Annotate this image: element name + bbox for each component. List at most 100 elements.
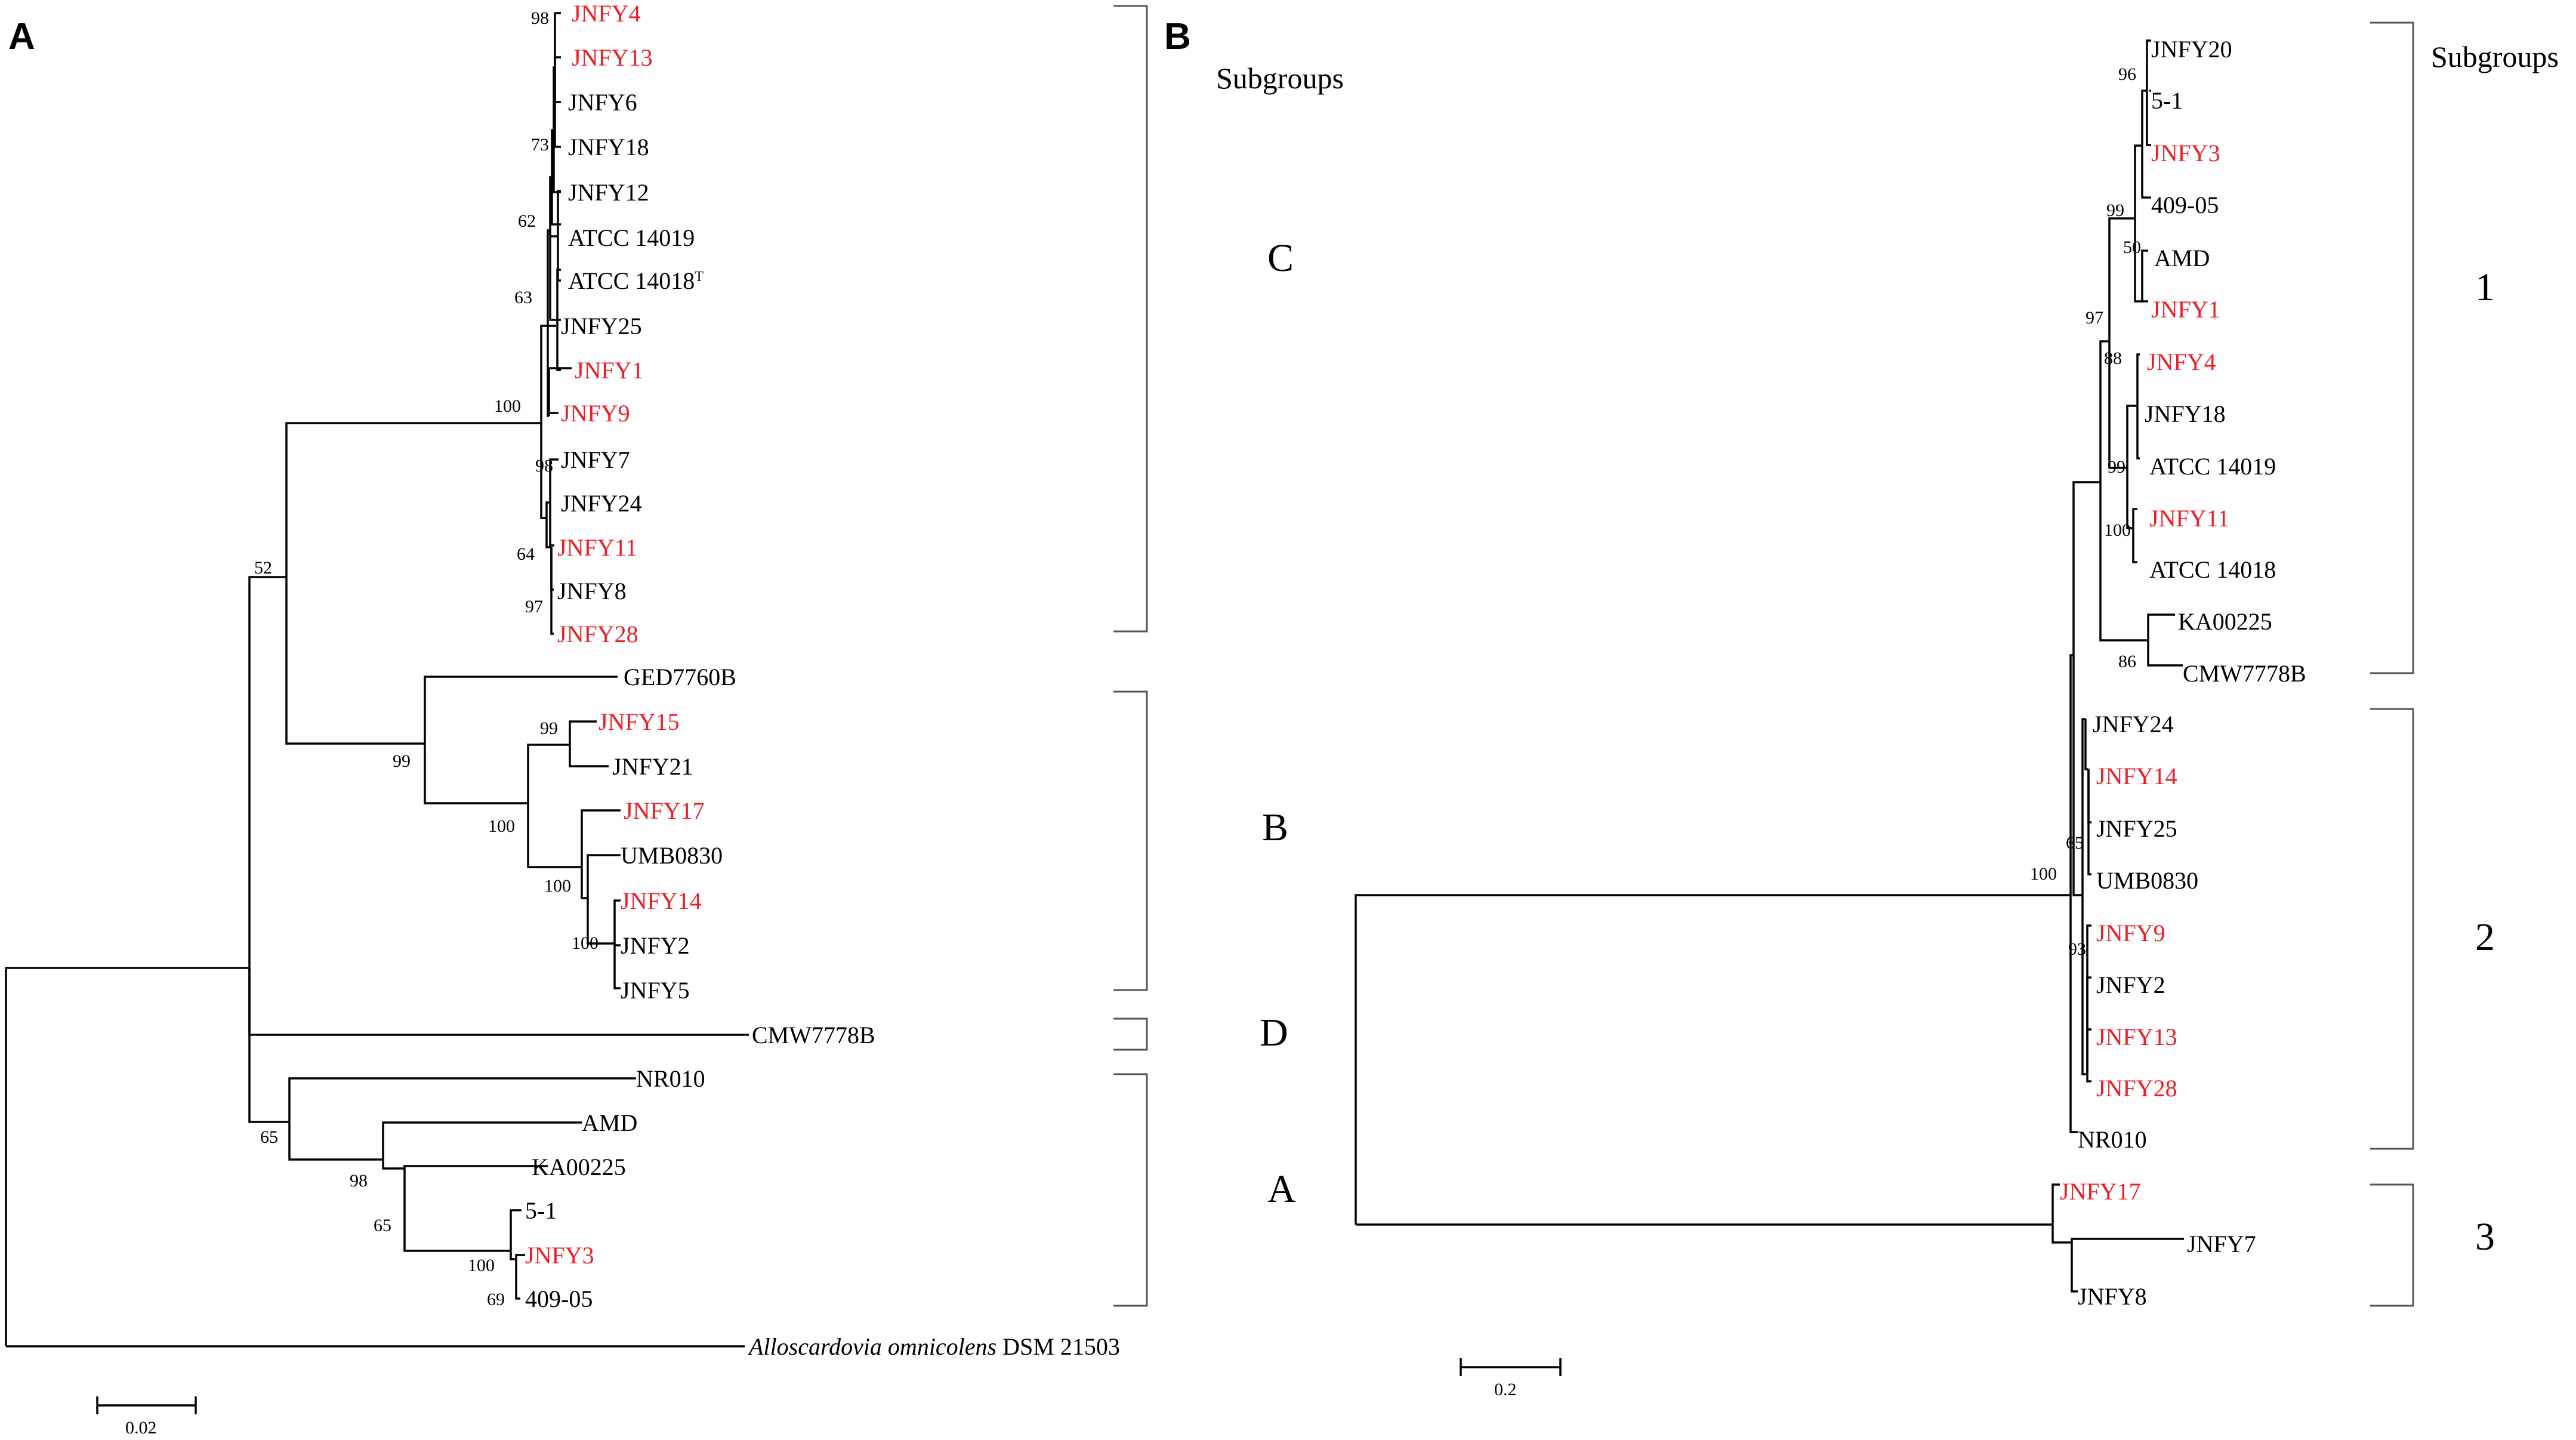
strain-name: JNFY8 bbox=[557, 578, 627, 605]
panel-b-group-brackets bbox=[2370, 21, 2414, 1307]
strain-name: AMD bbox=[2154, 245, 2210, 272]
bracket-c bbox=[1113, 5, 1148, 633]
strain-name: 5-1 bbox=[525, 1197, 557, 1224]
bootstrap-value: 52 bbox=[254, 558, 272, 578]
strain-name: KA00225 bbox=[532, 1154, 626, 1180]
bootstrap-value: 98 bbox=[531, 8, 549, 28]
leaf-label: JNFY2 bbox=[621, 932, 690, 959]
strain-name: 5-1 bbox=[2151, 87, 2183, 114]
strain-name: AMD bbox=[582, 1109, 637, 1136]
leaf-label: JNFY24 bbox=[2093, 711, 2174, 738]
bootstrap-value: 50 bbox=[2123, 238, 2141, 257]
leaf-label: JNFY7 bbox=[561, 446, 630, 473]
bootstrap-value: 100 bbox=[494, 396, 521, 416]
panel-b-bootstrap-values: 96 99 50 97 88 99 100 86 65 100 93 bbox=[2030, 64, 2141, 959]
strain-name: JNFY28 bbox=[2096, 1075, 2177, 1102]
panel-b-tree-branches bbox=[1355, 39, 2184, 1293]
panel-a-scale-label: 0.02 bbox=[125, 1418, 157, 1438]
leaf-label: NR010 bbox=[2078, 1126, 2147, 1153]
bootstrap-value: 86 bbox=[2118, 652, 2136, 671]
leaf-label: 5-1 bbox=[525, 1197, 557, 1224]
group-c-label: C bbox=[1267, 236, 1294, 280]
bootstrap-value: 65 bbox=[2066, 833, 2084, 853]
strain-name: JNFY9 bbox=[2096, 920, 2165, 946]
bootstrap-value: 100 bbox=[2030, 864, 2057, 884]
bracket-1 bbox=[2370, 21, 2414, 674]
bootstrap-value: 98 bbox=[350, 1171, 368, 1191]
leaf-label: 5-1 bbox=[2151, 87, 2183, 114]
strain-name: ATCC 14019 bbox=[568, 224, 695, 251]
leaf-label: JNFY9 bbox=[561, 400, 630, 427]
group-1-label: 1 bbox=[2475, 266, 2495, 309]
bracket-a bbox=[1113, 1073, 1148, 1307]
strain-name: JNFY4 bbox=[2147, 349, 2216, 375]
strain-name: JNFY5 bbox=[621, 977, 690, 1004]
group-2-label: 2 bbox=[2475, 915, 2495, 959]
bootstrap-value: 93 bbox=[2068, 939, 2086, 959]
bootstrap-value: 100 bbox=[572, 933, 599, 953]
strain-name: NR010 bbox=[2078, 1126, 2147, 1153]
strain-name: JNFY17 bbox=[2060, 1178, 2141, 1205]
strain-name: KA00225 bbox=[2178, 608, 2272, 635]
strain-name: JNFY28 bbox=[557, 621, 638, 647]
leaf-label: JNFY11 bbox=[557, 534, 637, 561]
strain-name: JNFY6 bbox=[568, 89, 637, 116]
leaf-label: CMW7778B bbox=[2183, 660, 2306, 687]
leaf-label: 409-05 bbox=[2151, 192, 2219, 218]
strain-name: JNFY20 bbox=[2151, 36, 2232, 63]
bootstrap-value: 69 bbox=[487, 1290, 505, 1309]
strain-name: JNFY24 bbox=[2093, 711, 2174, 738]
leaf-label: JNFY13 bbox=[572, 44, 653, 71]
panel-b-subgroups-header: Subgroups bbox=[2431, 40, 2559, 73]
leaf-label: JNFY20 bbox=[2151, 36, 2232, 63]
strain-name: DSM 21503 bbox=[1002, 1333, 1120, 1360]
leaf-label: JNFY24 bbox=[561, 490, 642, 517]
leaf-label: JNFY6 bbox=[568, 89, 637, 116]
strain-name: ATCC 14019 bbox=[2149, 453, 2276, 480]
leaf-label: ATCC 14019 bbox=[568, 224, 695, 251]
panel-a-subgroups-header: Subgroups bbox=[1216, 61, 1344, 95]
strain-name: JNFY4 bbox=[572, 0, 641, 27]
strain-name: 409-05 bbox=[525, 1285, 593, 1312]
leaf-label: JNFY1 bbox=[575, 357, 644, 384]
bootstrap-value: 65 bbox=[374, 1216, 391, 1235]
bootstrap-value: 100 bbox=[468, 1256, 495, 1275]
strain-name: JNFY25 bbox=[561, 313, 642, 340]
leaf-label: JNFY4 bbox=[572, 0, 641, 27]
panel-a-letter: A bbox=[8, 16, 35, 57]
bracket-b bbox=[1113, 690, 1148, 991]
strain-name: JNFY18 bbox=[568, 134, 649, 161]
bootstrap-value: 88 bbox=[2104, 349, 2122, 368]
leaf-label: UMB0830 bbox=[2096, 867, 2198, 894]
strain-name: JNFY7 bbox=[561, 446, 630, 473]
bootstrap-value: 65 bbox=[260, 1127, 278, 1147]
strain-name: JNFY15 bbox=[599, 708, 680, 735]
leaf-label: KA00225 bbox=[532, 1154, 626, 1180]
bootstrap-value: 99 bbox=[540, 719, 558, 738]
group-3-label: 3 bbox=[2475, 1215, 2495, 1259]
leaf-label: JNFY25 bbox=[561, 313, 642, 340]
leaf-label: UMB0830 bbox=[621, 842, 723, 869]
leaf-label: JNFY8 bbox=[2078, 1283, 2147, 1310]
strain-name: UMB0830 bbox=[621, 842, 723, 869]
strain-name: JNFY1 bbox=[575, 357, 644, 384]
leaf-label: JNFY3 bbox=[525, 1242, 594, 1269]
leaf-label: CMW7778B bbox=[752, 1022, 875, 1049]
leaf-label: JNFY3 bbox=[2151, 140, 2220, 166]
strain-name: NR010 bbox=[636, 1065, 705, 1092]
bootstrap-value: 99 bbox=[2108, 457, 2125, 477]
leaf-label: JNFY18 bbox=[568, 134, 649, 161]
leaf-label: JNFY15 bbox=[599, 708, 680, 735]
bracket-3 bbox=[2370, 1183, 2414, 1307]
bootstrap-value: 97 bbox=[2086, 308, 2103, 328]
leaf-label: AMD bbox=[2154, 245, 2210, 272]
panel-a-leaf-labels: JNFY4 JNFY13 JNFY6 JNFY18 JNFY12 ATCC 14019 AT… bbox=[525, 0, 1120, 1360]
leaf-label: JNFY12 bbox=[568, 179, 649, 206]
strain-name: JNFY3 bbox=[525, 1242, 594, 1269]
strain-name: CMW7778B bbox=[752, 1022, 875, 1049]
leaf-label: JNFY9 bbox=[2096, 920, 2165, 946]
panel-b-scale-label: 0.2 bbox=[1494, 1380, 1517, 1399]
bootstrap-value: 64 bbox=[517, 544, 535, 564]
panel-a-bootstrap-values: 98 73 62 63 100 98 64 97 52 99 99 100 100 100 65 98 65 10… bbox=[254, 8, 599, 1309]
bootstrap-value: 62 bbox=[518, 211, 536, 231]
